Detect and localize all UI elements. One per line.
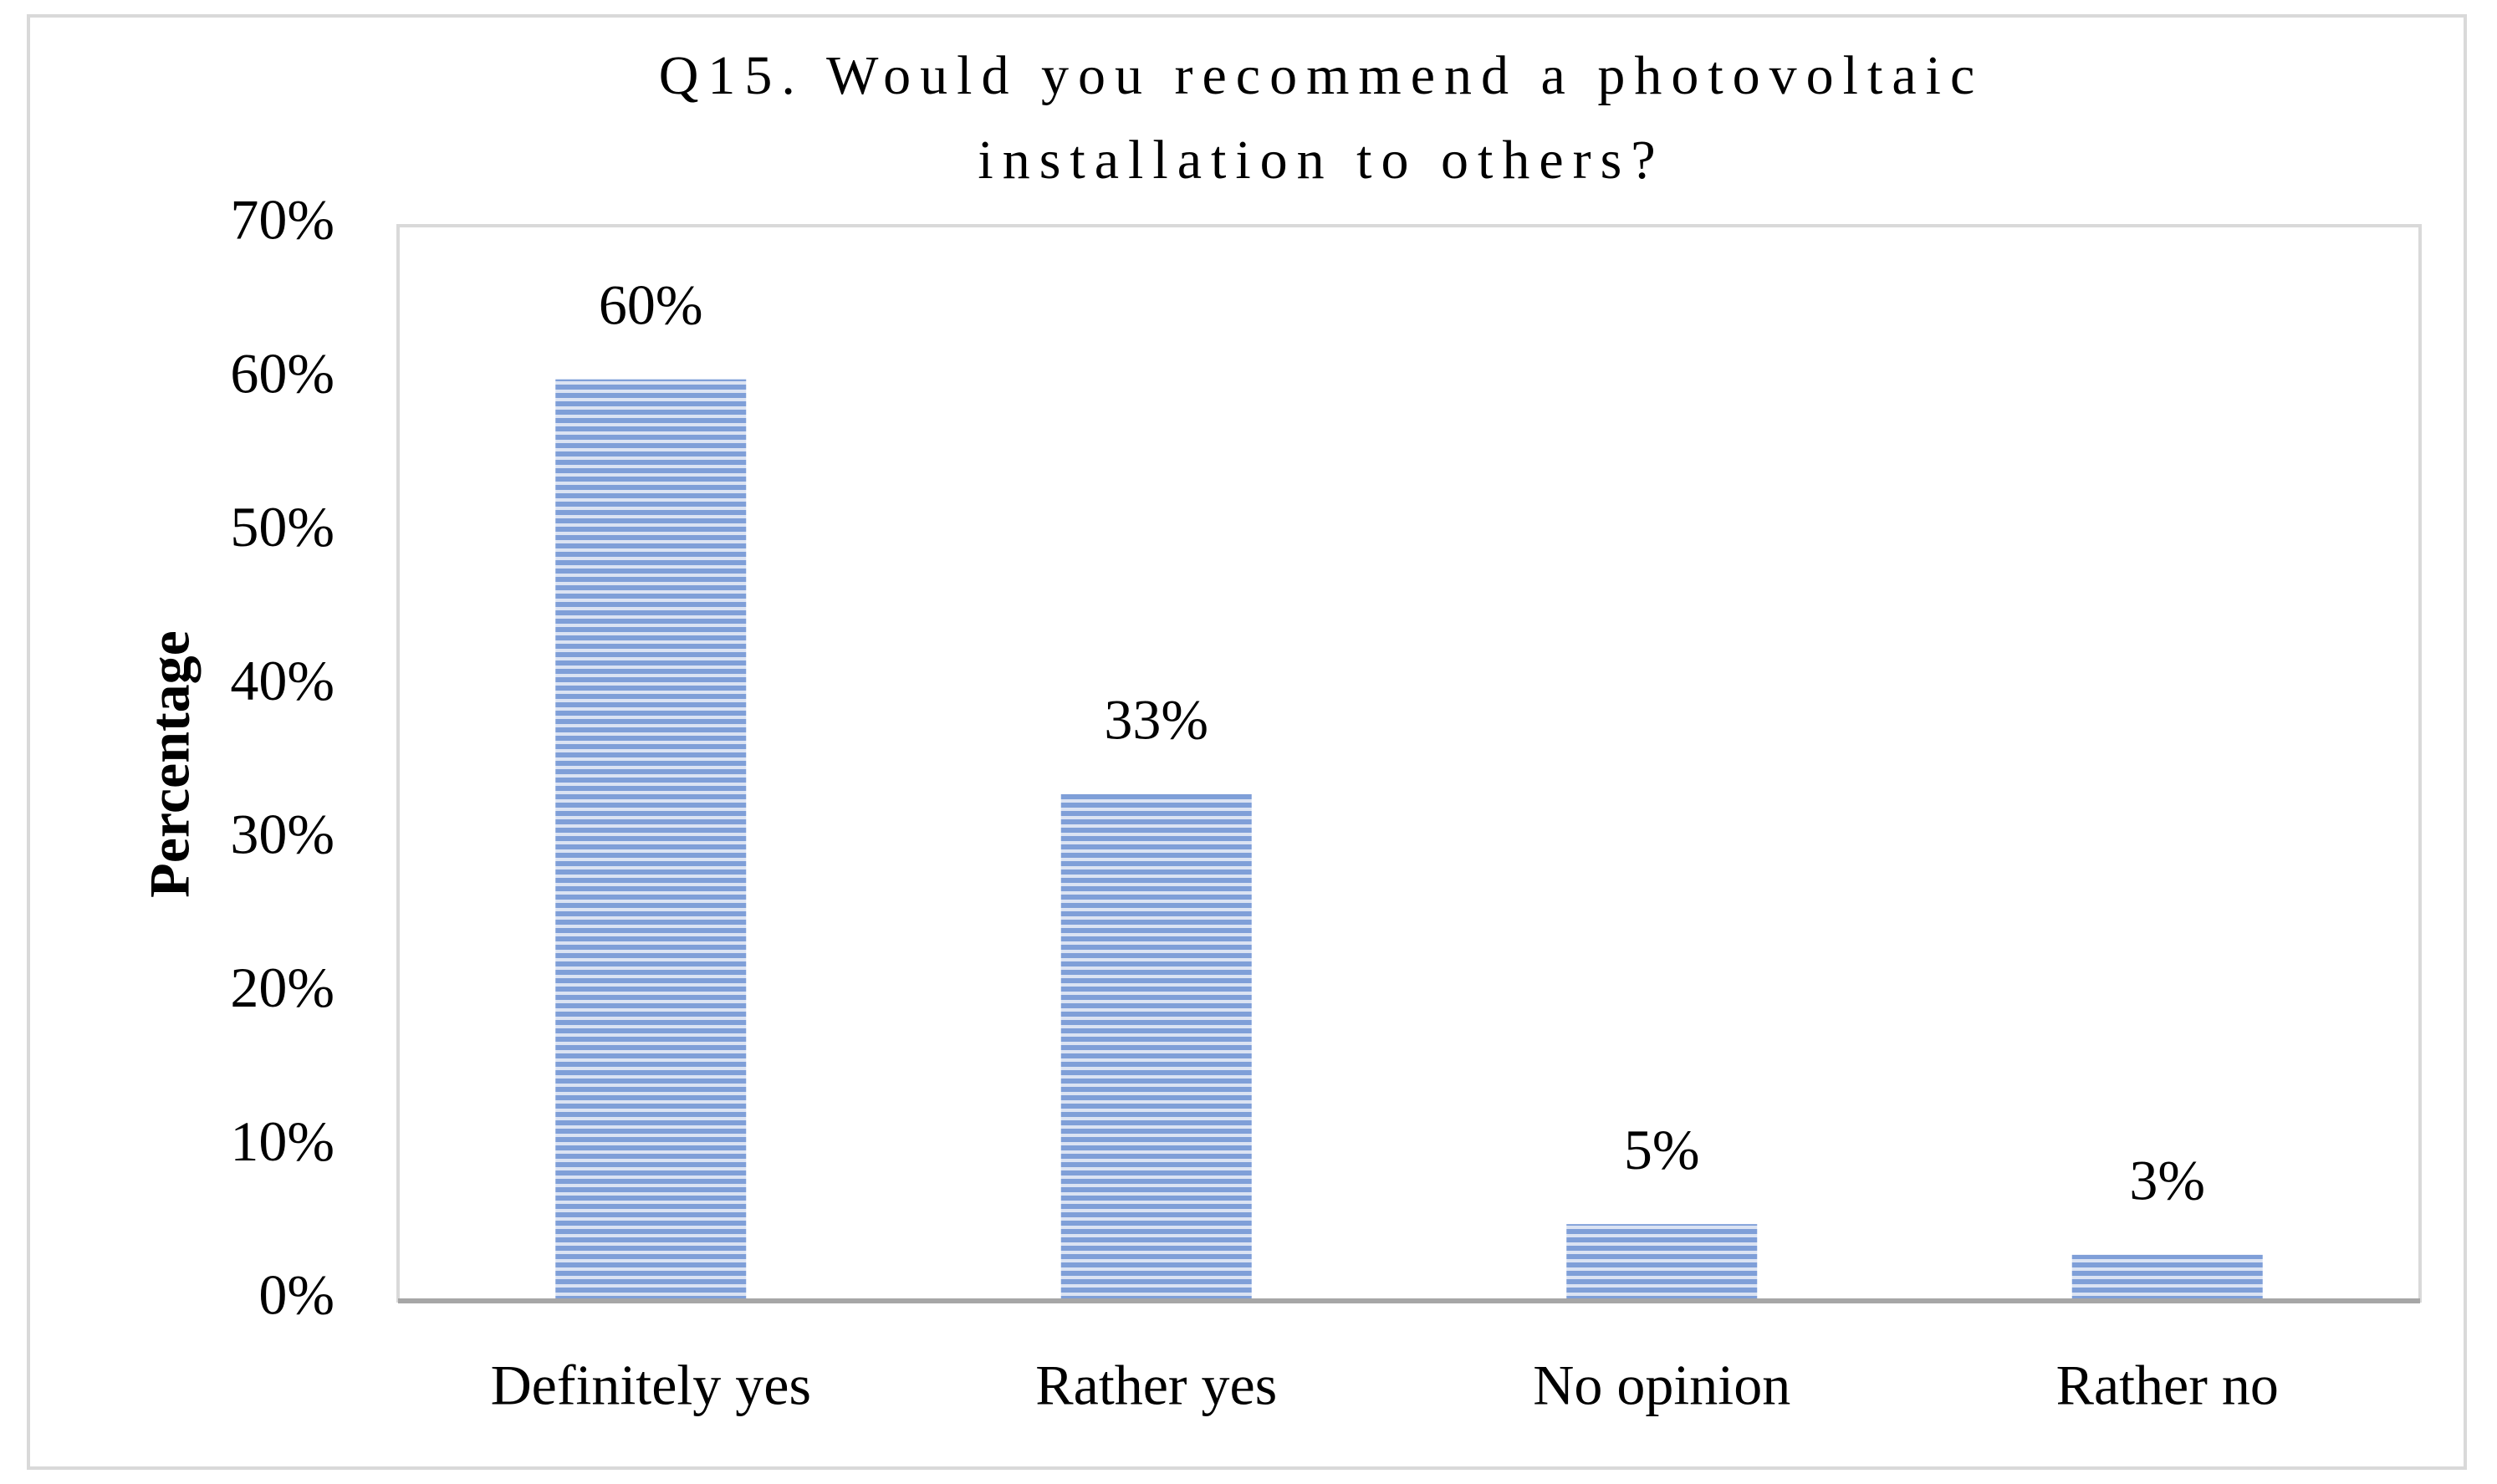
- y-tick-label: 30%: [230, 802, 334, 865]
- chart-title: Q15. Would you recommend a photovoltaic: [659, 45, 1984, 106]
- y-tick-label: 60%: [230, 341, 334, 405]
- x-tick-label: Rather no: [2056, 1354, 2279, 1417]
- bar: [2071, 1254, 2263, 1301]
- y-tick-label: 10%: [230, 1109, 334, 1173]
- y-tick-label: 20%: [230, 956, 334, 1019]
- x-tick-label: No opinion: [1533, 1354, 1790, 1417]
- x-tick-label: Definitely yes: [491, 1354, 811, 1417]
- y-tick-label: 0%: [258, 1263, 334, 1327]
- value-label: 33%: [1104, 687, 1208, 751]
- bar: [1060, 793, 1252, 1301]
- y-axis-label: Percentage: [138, 630, 202, 898]
- bar: [1566, 1224, 1758, 1301]
- value-label: 5%: [1624, 1118, 1700, 1181]
- chart-title: installation to others?: [978, 130, 1664, 191]
- bar: [555, 379, 747, 1301]
- value-label: 3%: [2129, 1148, 2205, 1211]
- value-label: 60%: [599, 273, 703, 336]
- y-tick-label: 40%: [230, 649, 334, 712]
- y-tick-label: 70%: [230, 188, 334, 252]
- x-tick-label: Rather yes: [1035, 1354, 1277, 1417]
- y-tick-label: 50%: [230, 495, 334, 558]
